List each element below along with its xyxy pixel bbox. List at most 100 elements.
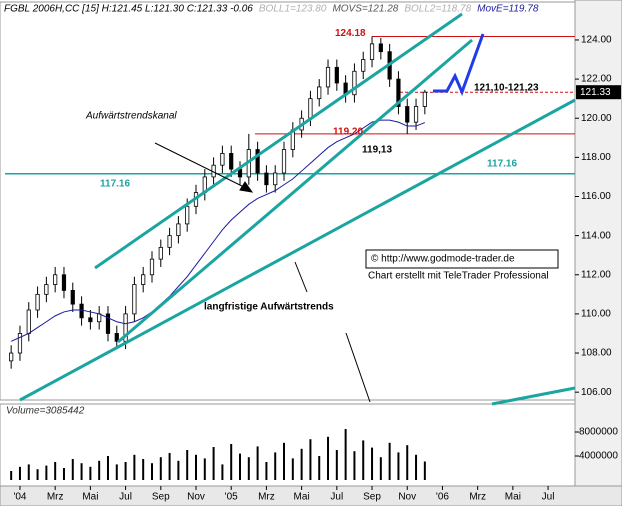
header: FGBL 2006H,CC [15] H:121.45 L:121.30 C:1… xyxy=(4,4,253,15)
indicator: MovE=119.78 xyxy=(477,4,539,15)
y-tick-label: 120.00 xyxy=(581,113,612,124)
x-tick-label: Mrz xyxy=(469,492,486,503)
candle-body xyxy=(97,313,102,323)
candle-body xyxy=(220,153,225,166)
indicator: BOLL2=118.78 xyxy=(404,4,471,15)
x-tick-label: Nov xyxy=(398,492,416,503)
y-tick-label: 118.00 xyxy=(581,152,611,163)
annotation: Chart erstellt mit TeleTrader Profession… xyxy=(368,271,549,282)
pointer-line xyxy=(345,332,371,403)
indicator: BOLL1=123.80 xyxy=(259,4,327,15)
candle-body xyxy=(405,106,410,123)
candle-body xyxy=(308,98,313,119)
candle-body xyxy=(61,274,67,291)
candle-body xyxy=(26,309,31,334)
last-price-box xyxy=(576,85,621,100)
y-tick-label: 4000000 xyxy=(579,451,618,462)
x-tick-label: Sep xyxy=(363,492,381,503)
candle-body xyxy=(352,70,357,96)
candle-body xyxy=(273,172,278,186)
candle-body xyxy=(229,153,234,170)
candle-body xyxy=(105,313,111,334)
right-axis-panel xyxy=(574,0,622,489)
y-tick-label: 122.00 xyxy=(581,74,612,85)
price-panel xyxy=(0,1,576,401)
volume-panel xyxy=(0,403,576,487)
x-tick-label: Jul xyxy=(119,492,132,503)
candle-body xyxy=(88,317,93,323)
indicator: MOVS=121.28 xyxy=(332,4,398,15)
x-tick-label: '04 xyxy=(13,492,26,503)
level-label: 124.18 xyxy=(335,28,366,39)
channel-line xyxy=(117,38,473,344)
annotation: 119,13 xyxy=(362,145,392,156)
candle-body xyxy=(53,274,58,285)
annotation: 121,10-121,23 xyxy=(474,83,539,94)
candle-body xyxy=(114,333,119,342)
candle-body xyxy=(334,66,339,84)
x-tick-label: Jul xyxy=(542,492,555,503)
plot-layer xyxy=(5,35,575,369)
candle-body xyxy=(396,78,401,107)
channel-line xyxy=(94,12,463,270)
candle-body xyxy=(325,66,331,88)
candle-body xyxy=(281,149,287,174)
moving-average xyxy=(10,119,426,342)
x-tick-label: Mrz xyxy=(47,492,64,503)
pointer-line xyxy=(154,142,251,191)
level-label: 117.16 xyxy=(100,178,130,189)
candle-body xyxy=(255,149,260,174)
candle-body xyxy=(44,284,49,295)
candle-body xyxy=(167,235,172,248)
volume-label: Volume=3085442 xyxy=(6,406,85,417)
x-tick-label: Mai xyxy=(294,492,310,503)
pointer-line xyxy=(294,261,308,293)
candle-body xyxy=(17,333,23,354)
y-tick-label: 110.00 xyxy=(581,309,611,320)
x-tick-label: Jul xyxy=(330,492,343,503)
longterm-line xyxy=(491,386,576,406)
candle-body xyxy=(185,205,190,225)
x-tick-label: '05 xyxy=(225,492,238,503)
last-price-label: 121.33 xyxy=(580,87,611,98)
pointers xyxy=(154,142,371,403)
y-tick-label: 8000000 xyxy=(579,427,618,438)
x-tick-label: Sep xyxy=(152,492,170,503)
trend-lines xyxy=(19,12,576,406)
arrow-head xyxy=(239,181,254,193)
copyright-box xyxy=(365,249,559,269)
x-tick-label: Nov xyxy=(187,492,205,503)
candle-body xyxy=(141,274,146,285)
annotation: langfristige Aufwärtstrends xyxy=(204,302,334,313)
y-tick-label: 116.00 xyxy=(581,191,611,202)
y-tick-label: 124.00 xyxy=(581,35,612,46)
candle-body xyxy=(422,91,427,107)
annotation: Aufwärtstrendskanal xyxy=(85,111,177,122)
candle-body xyxy=(264,172,269,186)
candle-body xyxy=(317,86,322,100)
annotation: © http://www.godmode-trader.de xyxy=(371,254,515,265)
candle-body xyxy=(70,290,75,305)
longterm-line xyxy=(19,98,576,402)
candle-body xyxy=(79,303,84,319)
x-tick-label: Mrz xyxy=(258,492,275,503)
candle-body xyxy=(361,59,366,72)
y-tick-label: 106.00 xyxy=(581,387,612,398)
y-tick-label: 108.00 xyxy=(581,348,612,359)
x-tick-label: Mai xyxy=(82,492,98,503)
level-label: 119.20 xyxy=(333,127,363,138)
projection xyxy=(433,33,485,97)
candle-body xyxy=(158,246,163,260)
candle-body xyxy=(9,352,14,362)
x-tick-label: Mai xyxy=(505,492,521,503)
level-label: 117.16 xyxy=(487,158,517,169)
y-tick-label: 112.00 xyxy=(581,269,611,280)
candle-body xyxy=(176,223,181,237)
x-tick-label: '06 xyxy=(436,492,449,503)
candle-body xyxy=(378,43,383,53)
candle-body xyxy=(413,106,419,123)
candle-body xyxy=(369,43,375,60)
candle-body xyxy=(149,258,155,276)
candle-body xyxy=(35,293,40,311)
